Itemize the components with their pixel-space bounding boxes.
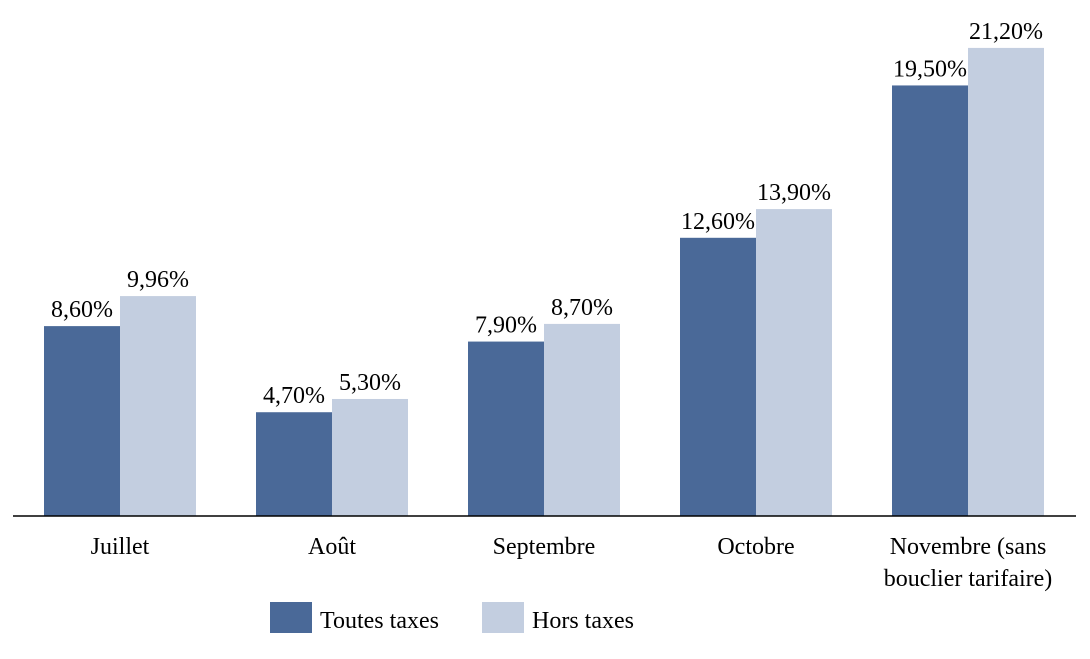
legend-label: Hors taxes [532,608,634,634]
data-label: 4,70% [263,383,325,409]
data-label: 8,70% [551,295,613,321]
data-label: 13,90% [757,180,831,206]
data-label: 21,20% [969,19,1043,45]
bar-toutes-taxes [44,326,120,516]
data-label: 19,50% [893,56,967,82]
data-label: 5,30% [339,370,401,396]
legend-label: Toutes taxes [320,608,439,634]
x-tick-label: bouclier tarifaire) [884,566,1053,592]
x-tick-label: Juillet [91,534,150,560]
x-tick-label: Septembre [493,534,596,560]
x-tick-label: Octobre [717,534,794,560]
data-label: 7,90% [475,313,537,339]
bars [44,47,1044,517]
data-label: 12,60% [681,209,755,235]
data-labels: 8,60% 9,96% 4,70% 5,30% 7,90% 8,70% 12,60%13,9… [51,19,1043,409]
legend-swatch [270,602,312,633]
x-tick-labels: Juillet Août Septembre Octobre Novembre (san… [91,534,1053,592]
legend: Toutes taxes Hors taxes [270,602,634,634]
bar-toutes-taxes [892,85,968,516]
data-label: 9,96% [127,267,189,293]
bar-hors-taxes [756,209,832,516]
bar-toutes-taxes [680,237,756,517]
x-tick-label: Août [308,534,356,560]
bar-toutes-taxes [256,412,332,516]
bar-hors-taxes [332,398,408,516]
bar-hors-taxes [968,47,1044,517]
x-tick-label: Novembre (sans [890,534,1047,560]
bar-hors-taxes [544,323,620,516]
bar-toutes-taxes [468,341,544,516]
legend-swatch [482,602,524,633]
data-label: 8,60% [51,297,113,323]
bar-hors-taxes [120,296,196,516]
